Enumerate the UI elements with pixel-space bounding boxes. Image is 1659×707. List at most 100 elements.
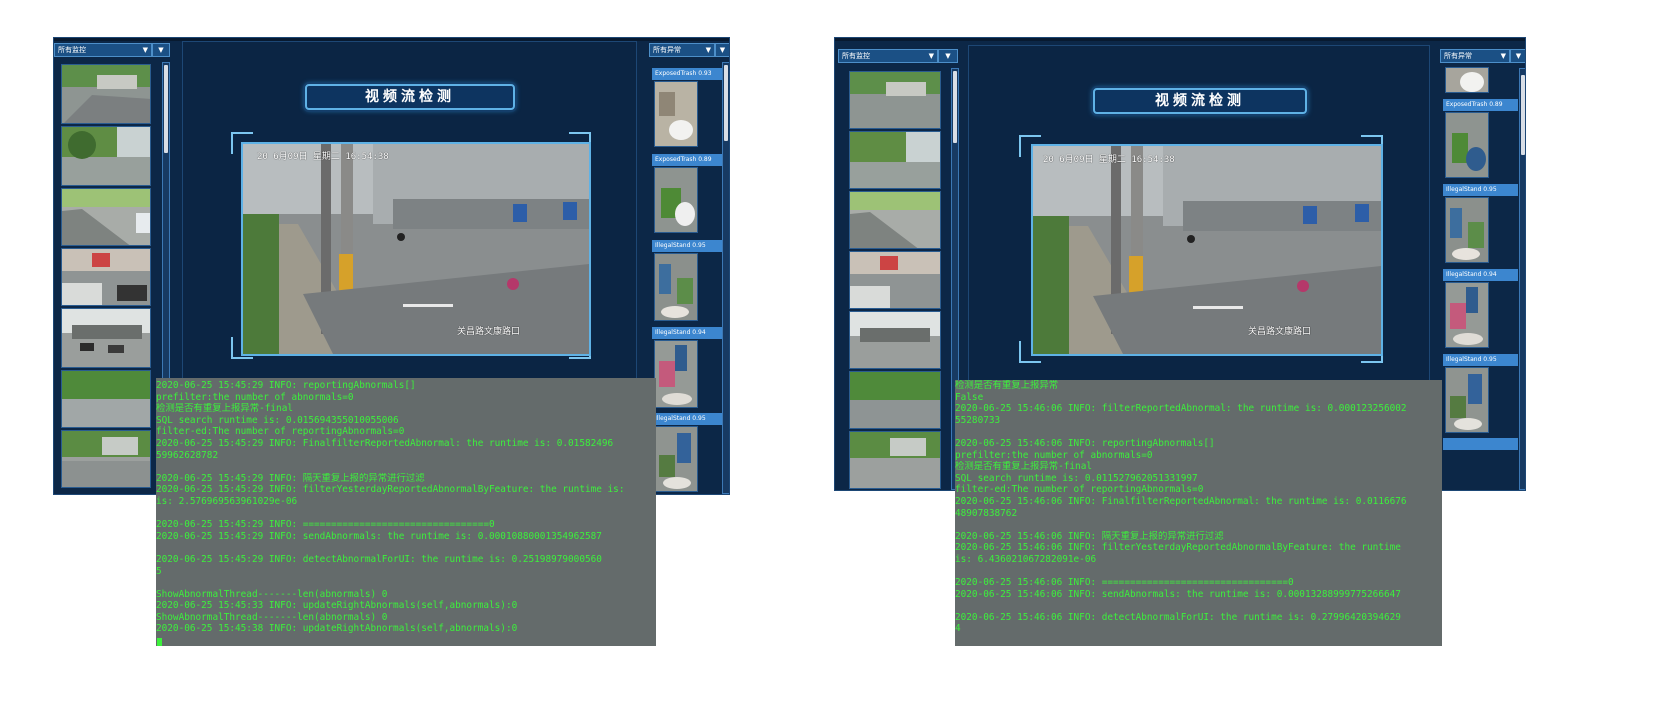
- camera-thumbnail[interactable]: [61, 126, 151, 186]
- alert-label: IllegalStand 0.95: [652, 240, 725, 252]
- frame-corner: [231, 337, 253, 359]
- frame-corner: [1019, 135, 1041, 157]
- page-title: 视频流检测: [305, 84, 515, 110]
- alert-filter-button[interactable]: ▼: [1510, 49, 1525, 63]
- alert-label: ExposedTrash 0.89: [1443, 99, 1518, 111]
- log-line: False: [955, 391, 984, 403]
- trash-icon[interactable]: [654, 167, 698, 233]
- camera-thumbnail[interactable]: [849, 71, 941, 129]
- camera-thumbnail[interactable]: [849, 371, 941, 429]
- scroll-thumb[interactable]: [724, 65, 728, 141]
- title-bar: [835, 38, 1525, 41]
- log-line: ShowAbnormalThread-------len(abnormals) …: [156, 611, 388, 623]
- alert-label: ExposedTrash 0.89: [652, 154, 725, 166]
- log-line: 检测是否有重复上报异常-final: [156, 403, 293, 415]
- scroll-thumb[interactable]: [164, 65, 168, 153]
- log-line: 2020-06-25 15:46:06 INFO: detectAbnormal…: [955, 611, 1401, 623]
- log-line: is: 2.576969563961029e-06: [156, 495, 298, 507]
- stall-icon[interactable]: [654, 253, 698, 321]
- log-line: [955, 600, 1442, 612]
- chevron-down-icon: ▼: [142, 46, 148, 54]
- log-line: [156, 577, 656, 589]
- camera-thumbnail[interactable]: [61, 188, 151, 246]
- camera-thumbnail-list: [849, 71, 941, 490]
- alert-filter-label: 所有异常: [653, 46, 681, 54]
- camera-thumbnail[interactable]: [61, 370, 151, 428]
- log-line: [955, 426, 1442, 438]
- log-line: SQL search runtime is: 0.015694355010055…: [156, 414, 399, 426]
- stall-icon[interactable]: [654, 426, 698, 492]
- terminal-log-right: 检测是否有重复上报异常 False 2020-06-25 15:46:06 IN…: [955, 380, 1442, 646]
- log-line: 2020-06-25 15:46:06 INFO: ==============…: [955, 577, 1294, 589]
- monitor-filter-button[interactable]: ▼: [938, 49, 958, 63]
- monitor-filter-label: 所有监控: [842, 52, 870, 60]
- log-line: 2020-06-25 15:45:38 INFO: updateRightAbn…: [156, 623, 518, 635]
- frame-corner: [231, 132, 253, 154]
- camera-thumbnail[interactable]: [849, 131, 941, 189]
- stall-icon[interactable]: [1445, 282, 1489, 348]
- log-line: is: 6.436021067282091e-06: [955, 553, 1097, 565]
- alert-label: IllegalStand 0.95: [1443, 184, 1518, 196]
- alert-scrollbar[interactable]: [1519, 68, 1525, 490]
- frame-corner: [1019, 341, 1041, 363]
- log-line: [156, 542, 656, 554]
- monitor-filter-button[interactable]: ▼: [152, 43, 170, 57]
- alert-filter-dropdown[interactable]: 所有异常 ▼: [1440, 49, 1510, 63]
- alert-scrollbar[interactable]: [722, 62, 729, 494]
- log-line: 2020-06-25 15:46:06 INFO: filterReported…: [955, 403, 1407, 415]
- alert-filter-dropdown[interactable]: 所有异常 ▼: [649, 43, 715, 57]
- camera-thumbnail[interactable]: [849, 251, 941, 309]
- scroll-thumb[interactable]: [953, 71, 957, 143]
- log-line: 2020-06-25 15:45:29 INFO: filterYesterda…: [156, 484, 625, 496]
- video-timestamp: 20 6月09日 星期二 16:54:38: [257, 152, 389, 162]
- log-line: [955, 519, 1442, 531]
- monitor-filter-dropdown[interactable]: 所有监控 ▼: [838, 49, 938, 63]
- camera-thumbnail-list: [61, 64, 151, 494]
- alert-label: IllegalStand 0.95: [1443, 354, 1518, 366]
- log-line: 2020-06-25 15:45:29 INFO: ==============…: [156, 519, 495, 531]
- chevron-down-icon: ▼: [928, 52, 934, 60]
- log-line: prefilter:the number of abnormals=0: [156, 391, 354, 403]
- log-line: 2020-06-25 15:45:29 INFO: reportingAbnor…: [156, 380, 416, 391]
- log-line: [156, 508, 656, 520]
- scroll-thumb[interactable]: [1521, 75, 1525, 155]
- chevron-down-icon: ▼: [705, 46, 711, 54]
- page-title: 视频流检测: [1093, 88, 1307, 114]
- camera-thumbnail[interactable]: [61, 248, 151, 306]
- log-line: 55280733: [955, 414, 1001, 426]
- log-line: 5: [156, 565, 162, 577]
- alert-filter-label: 所有异常: [1444, 52, 1472, 60]
- log-line: 2020-06-25 15:45:29 INFO: detectAbnormal…: [156, 553, 602, 565]
- page-title-text: 视频流检测: [1155, 93, 1245, 109]
- log-line: 检测是否有重复上报异常: [955, 380, 1059, 391]
- video-stream[interactable]: 20 6月09日 星期二 16:54:38 关昌路文康路口: [1031, 144, 1383, 356]
- trash-icon[interactable]: [654, 81, 698, 147]
- trash-icon[interactable]: [1445, 67, 1489, 93]
- camera-thumbnail[interactable]: [61, 308, 151, 368]
- camera-thumbnail[interactable]: [849, 431, 941, 489]
- stall-icon[interactable]: [1445, 367, 1489, 433]
- log-line: 2020-06-25 15:46:06 INFO: filterYesterda…: [955, 542, 1401, 554]
- stall-icon[interactable]: [1445, 197, 1489, 263]
- title-bar: [54, 38, 729, 41]
- camera-thumbnail[interactable]: [849, 311, 941, 369]
- chevron-down-icon: ▼: [1500, 52, 1506, 60]
- trash-icon[interactable]: [1445, 112, 1489, 178]
- monitor-filter-dropdown[interactable]: 所有监控 ▼: [54, 43, 152, 57]
- camera-thumbnail[interactable]: [61, 64, 151, 124]
- camera-thumbnail[interactable]: [849, 191, 941, 249]
- video-location-label: 关昌路文康路口: [457, 327, 521, 337]
- camera-thumbnail[interactable]: [61, 430, 151, 488]
- log-line: filter-ed:The number of reportingAbnorma…: [156, 426, 405, 438]
- terminal-cursor: [157, 638, 162, 646]
- log-line: 检测是否有重复上报异常-final: [955, 461, 1092, 473]
- alert-filter-button[interactable]: ▼: [715, 43, 729, 57]
- terminal-log-left: 2020-06-25 15:45:29 INFO: reportingAbnor…: [156, 378, 656, 646]
- log-line: 2020-06-25 15:45:29 INFO: 隔天重复上报的异常进行过滤: [156, 472, 425, 484]
- log-line: filter-ed:The number of reportingAbnorma…: [955, 484, 1204, 496]
- stall-icon[interactable]: [654, 340, 698, 408]
- street-scene-image: [243, 144, 589, 354]
- log-line: 2020-06-25 15:45:29 INFO: FinalfilterRep…: [156, 437, 614, 449]
- log-line: [156, 461, 656, 473]
- video-stream[interactable]: 20 6月09日 星期二 16:54:38 关昌路文康路口: [241, 142, 591, 356]
